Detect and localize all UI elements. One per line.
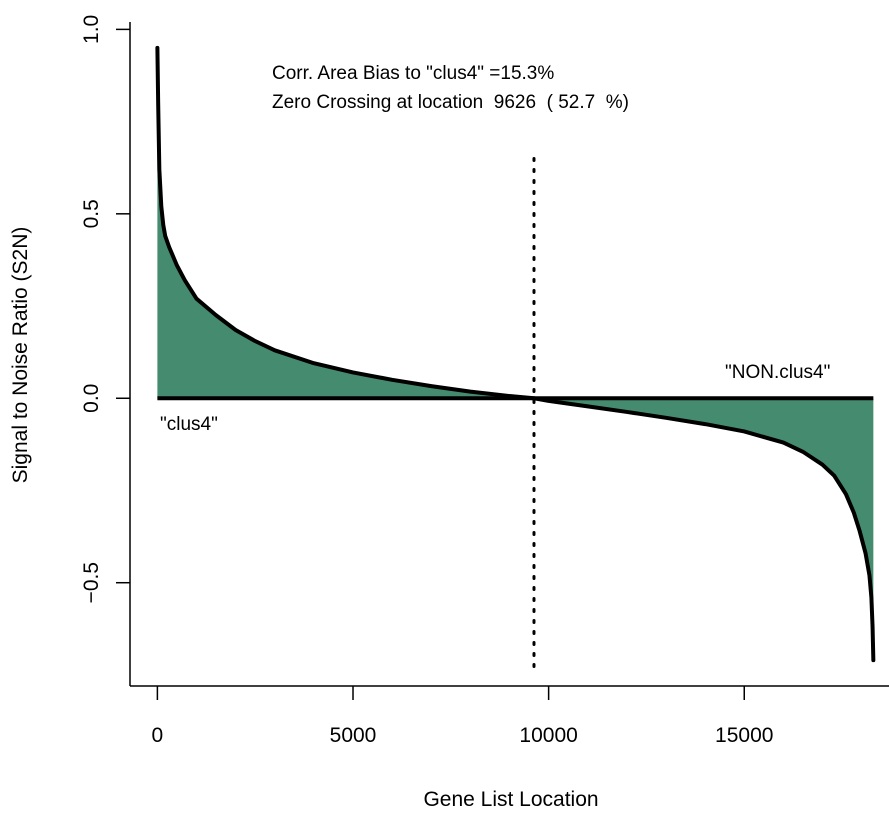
axes: 0 5000 10000 15000 −0.5 0.0 0.5 1.0 xyxy=(80,15,889,747)
y-tick-label: 0.5 xyxy=(80,199,103,228)
x-tick-label: 15000 xyxy=(715,724,773,747)
annotation-zero-crossing: Zero Crossing at location 9626 ( 52.7 %) xyxy=(272,92,629,113)
y-tick-label: 1.0 xyxy=(80,15,103,44)
y-axis-label: Signal to Noise Ratio (S2N) xyxy=(9,227,32,484)
x-tick-label: 10000 xyxy=(519,724,577,747)
x-axis-label: Gene List Location xyxy=(423,788,598,811)
s2n-curve xyxy=(155,45,876,663)
label-clus4: "clus4" xyxy=(160,414,218,435)
area-fill xyxy=(157,47,874,661)
label-non-clus4: "NON.clus4" xyxy=(725,362,830,383)
y-tick-label: −0.5 xyxy=(80,562,103,603)
annotation-area-bias: Corr. Area Bias to "clus4" =15.3% xyxy=(272,63,554,84)
y-tick-label: 0.0 xyxy=(80,384,103,413)
plot-area xyxy=(155,45,876,670)
x-tick-label: 0 xyxy=(152,724,164,747)
x-tick-label: 5000 xyxy=(330,724,377,747)
